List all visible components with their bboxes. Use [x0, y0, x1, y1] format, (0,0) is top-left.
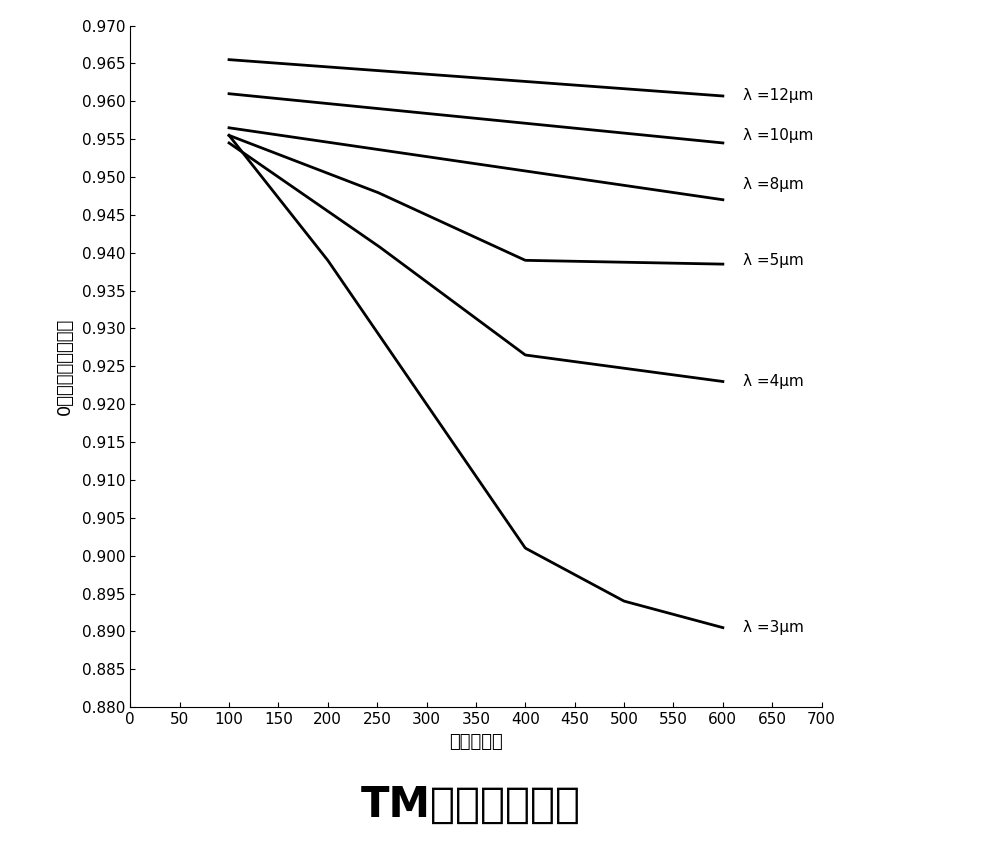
Text: TM光透过率曲线: TM光透过率曲线 — [361, 784, 581, 826]
Text: λ =8μm: λ =8μm — [742, 177, 804, 192]
X-axis label: 周期／纳米: 周期／纳米 — [449, 733, 503, 751]
Text: λ =12μm: λ =12μm — [742, 89, 813, 103]
Text: λ =10μm: λ =10μm — [742, 128, 813, 143]
Y-axis label: 0级透射光衍射效率: 0级透射光衍射效率 — [55, 318, 73, 415]
Text: λ =4μm: λ =4μm — [742, 374, 804, 389]
Text: λ =5μm: λ =5μm — [742, 253, 804, 268]
Text: λ =3μm: λ =3μm — [742, 620, 804, 635]
